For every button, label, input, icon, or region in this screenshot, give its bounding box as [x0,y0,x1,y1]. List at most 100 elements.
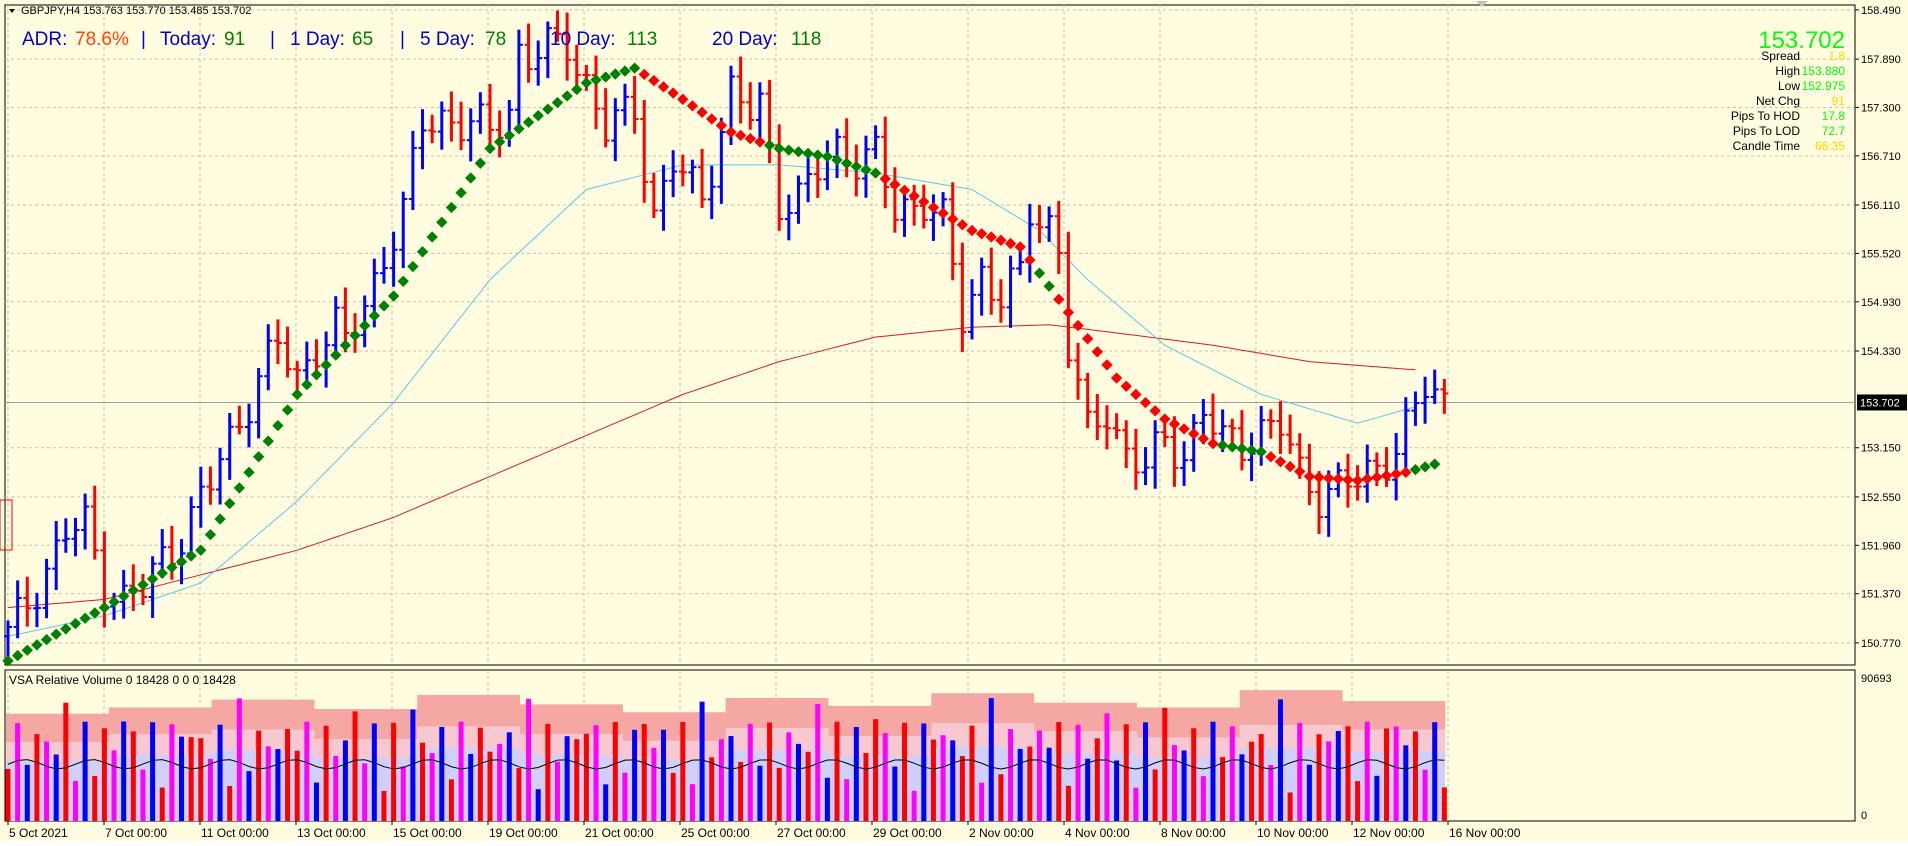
volume-bar [169,724,175,821]
volume-bar [911,790,917,821]
trend-dot [985,231,997,243]
volume-bar [902,722,908,821]
volume-bar [1027,746,1033,821]
trend-dot [908,190,920,202]
trend-dot [436,216,448,228]
info-value: 66:35 [1815,139,1845,153]
trend-dot [310,369,323,381]
trend-dot [841,157,853,169]
volume-bar [979,782,985,821]
x-tick-label: 4 Nov 00:00 [1065,826,1130,840]
volume-axis-label: 90693 [1861,673,1892,685]
volume-bar [988,698,994,821]
trend-dot [243,466,255,478]
trend-dot [1207,437,1219,450]
trend-dot [1110,372,1123,384]
trend-dot [773,142,785,155]
x-tick-label: 15 Oct 00:00 [393,826,462,840]
volume-bar [439,726,445,821]
ten-day-label: 10 Day: [550,29,615,50]
volume-bar [940,735,946,821]
volume-bar [930,739,936,821]
volume-bar [217,724,223,821]
volume-bar [24,764,30,821]
volume-bar [323,725,329,821]
trend-dot [1409,463,1422,476]
trend-dot [744,132,756,145]
trend-dot [1216,439,1229,451]
trend-dot [474,157,487,169]
volume-bar [757,765,763,821]
trend-dot [975,228,988,240]
trend-dot [860,164,872,176]
x-tick-label: 19 Oct 00:00 [489,826,558,840]
trend-dot [330,349,342,361]
volume-bar [892,766,898,821]
volume-bar [92,776,98,821]
y-tick-label: 153.150 [1861,443,1901,455]
trend-dot [1004,237,1017,250]
trend-dot [416,246,429,258]
volume-bar [179,736,185,821]
trend-dot [204,528,217,541]
volume-bar [362,763,368,821]
info-label: Pips To HOD [1731,109,1800,123]
volume-bar [969,725,975,821]
trend-dot [1033,267,1046,279]
y-tick-label: 154.930 [1861,297,1901,309]
info-value: 91 [1832,94,1846,108]
volume-bar [1422,769,1428,821]
trend-dot [1380,469,1393,482]
volume-bar [554,761,560,821]
volume-bar [101,728,107,821]
today-value: 91 [224,29,245,50]
trend-dot [1419,461,1431,473]
volume-bar [516,768,522,821]
info-value: 17.8 [1822,109,1846,123]
trend-dot [812,149,824,161]
y-tick-label: 150.770 [1861,638,1901,650]
x-tick-label: 8 Nov 00:00 [1161,826,1226,840]
volume-bar [661,729,667,821]
volume-bar [998,774,1004,821]
symbol-info-line: GBPJPY,H4 153.763 153.770 153.485 153.70… [21,5,251,17]
volume-bar [728,736,734,821]
trend-dot [493,136,506,148]
trend-dot [1226,441,1238,453]
y-tick-label: 156.110 [1861,200,1900,212]
volume-bar [1374,775,1380,821]
y-tick-label: 158.490 [1861,5,1901,17]
trend-dot [792,146,805,158]
trend-dot [1139,396,1152,409]
current-price-label: 153.702 [1860,397,1900,409]
trend-dot [127,584,139,597]
trend-dot [455,187,467,199]
x-tick-label: 5 Oct 2021 [9,826,68,840]
volume-bar [863,753,869,821]
trend-dot [821,151,834,163]
volume-bar [834,721,840,821]
trend-dot [734,129,747,142]
trend-dot [1062,306,1075,319]
x-tick-label: 11 Oct 00:00 [201,826,269,840]
trend-dot [1265,451,1277,463]
trend-dot [995,234,1007,246]
volume-bar [140,769,146,821]
today-label: Today: [160,29,216,50]
trend-dot [1371,471,1383,483]
price-panel-frame [4,4,1856,666]
volume-bar [1258,734,1264,821]
trend-dot [166,561,178,574]
volume-bar [420,742,426,821]
volume-bar [487,751,493,821]
volume-bar [1326,741,1332,821]
trend-dot [918,196,930,208]
trend-dot [214,513,226,525]
volume-bar [1268,765,1274,821]
trend-dot [802,147,814,160]
volume-bar [458,721,464,821]
volume-bar [709,757,715,821]
volume-bar [400,766,406,821]
x-tick-label: 21 Oct 00:00 [585,826,654,840]
trend-dot [1342,474,1354,486]
